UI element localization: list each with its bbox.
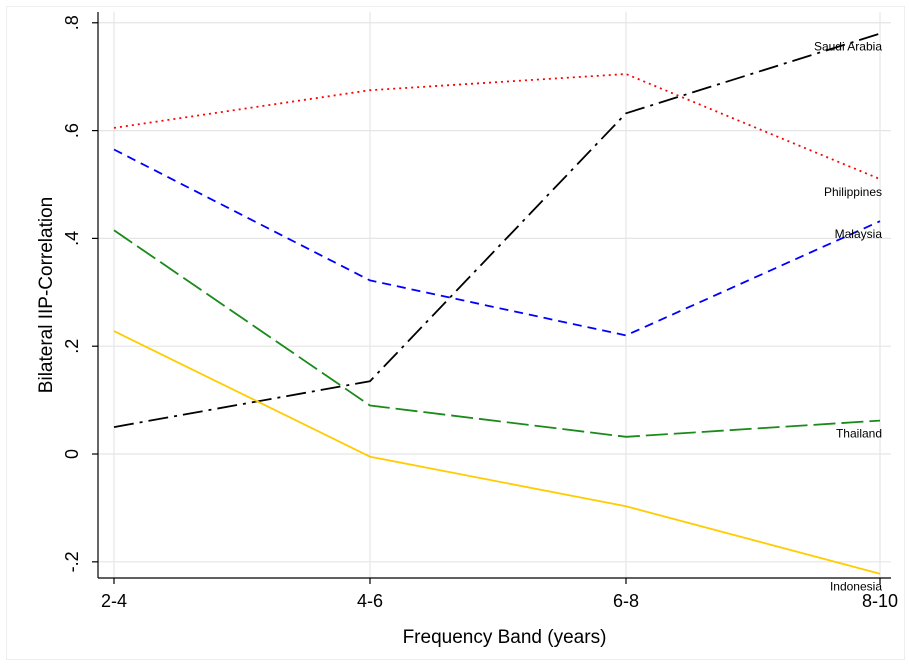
y-axis-title: Bilateral IIP-Correlation [36,197,57,393]
series-line-saudi-arabia [113,32,881,428]
grid-lines [98,12,891,578]
series-label-philippines: Philippines [824,185,882,199]
series-label-indonesia: Indonesia [830,580,882,594]
series-label-malaysia: Malaysia [835,227,883,241]
series-label-thailand: Thailand [836,427,882,441]
x-tick-label: 6-8 [613,591,639,611]
axes: -.2 0 .2 .4 .6 .8 2-4 4-6 6-8 8-10 [62,12,898,611]
x-tick-label: 8-10 [862,591,898,611]
series-line-philippines [113,73,881,180]
series-line-thailand [113,229,881,438]
x-tick-label: 4-6 [357,591,383,611]
series-line-indonesia [113,330,881,575]
y-tick-label: .4 [62,231,82,246]
y-tick-label: .8 [62,15,82,30]
x-tick-label: 2-4 [101,591,127,611]
y-tick-label: .2 [62,339,82,354]
series-lines [113,32,881,575]
y-tick-label: .6 [62,123,82,138]
x-axis-title: Frequency Band (years) [403,627,607,648]
y-tick-label: 0 [62,449,82,459]
series-label-saudi-arabia: Saudi Arabia [814,40,882,54]
chart-panel [6,6,905,660]
y-tick-label: -.2 [62,551,82,572]
series-labels: Saudi Arabia Philippines Malaysia Thailand I… [814,40,882,594]
series-line-malaysia [113,148,881,337]
